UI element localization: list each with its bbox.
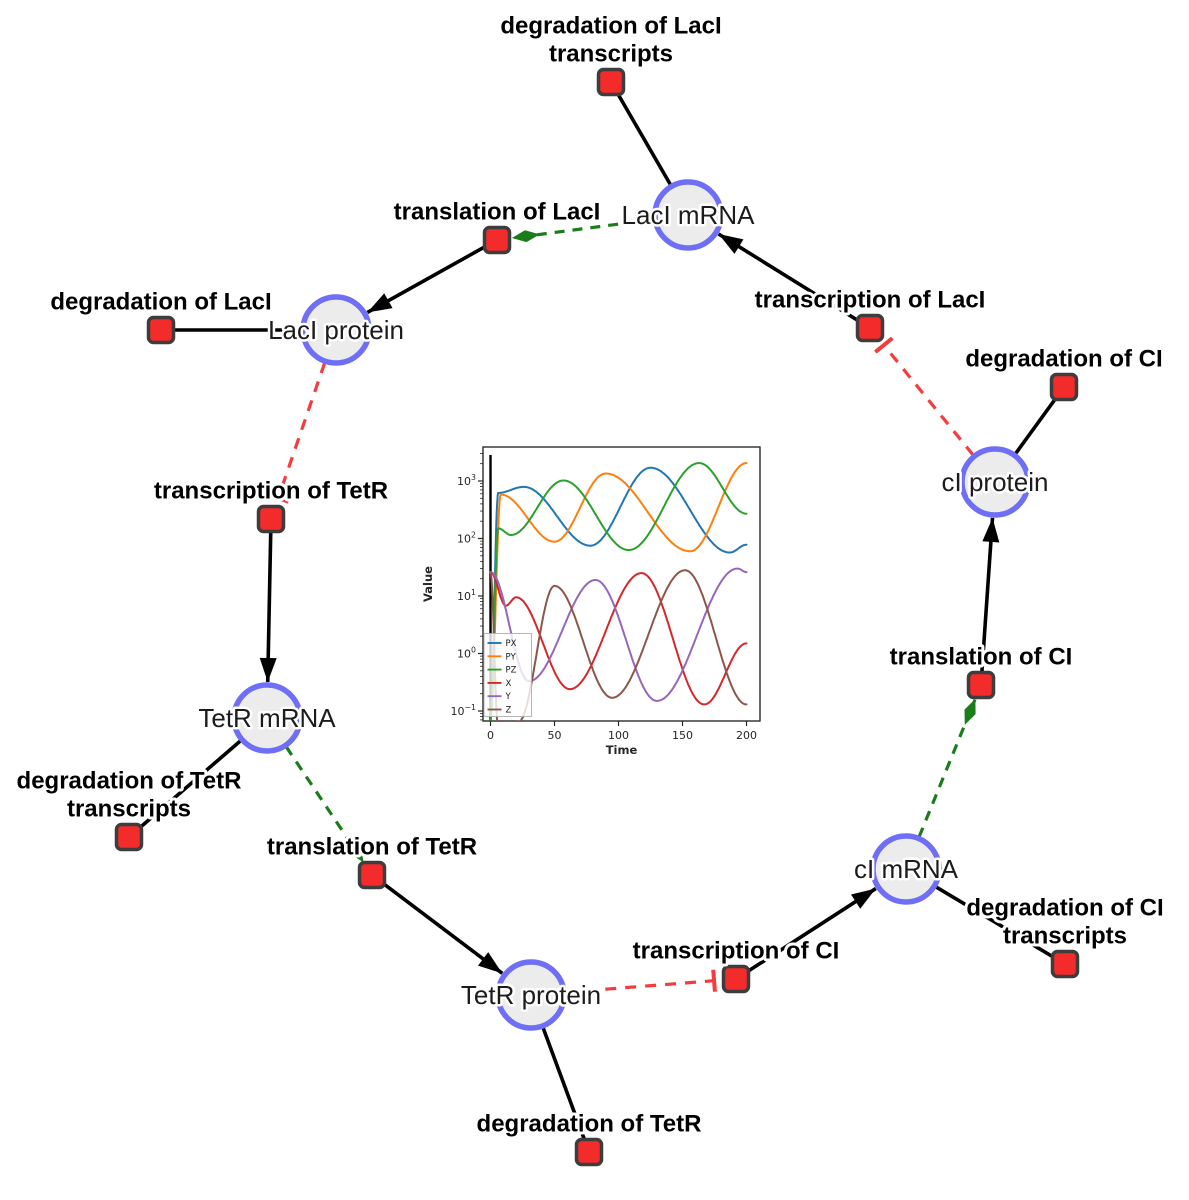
legend-label-PY: PY <box>506 652 517 662</box>
edge-production-transl_laci-laci_protein <box>366 238 498 315</box>
reaction-nodes-layer <box>114 67 1080 1167</box>
reaction-node-deg_laci[interactable] <box>146 315 176 345</box>
x-tick-label: 150 <box>672 729 693 742</box>
reaction-node-deg_ci[interactable] <box>1049 372 1079 402</box>
reaction-node-transl_ci[interactable] <box>966 670 996 700</box>
reaction-label-deg_tetr: degradation of TetR <box>477 1111 702 1138</box>
edges-layer <box>127 81 1066 1153</box>
reaction-node-deg_tetr_tx[interactable] <box>114 822 144 852</box>
x-axis-title: Time <box>606 743 638 757</box>
edge-inhibition-tetr_protein-txn_ci <box>565 969 717 994</box>
species-node-tetr_mrna[interactable] <box>231 682 303 754</box>
reaction-label-txn_laci: transcription of LacI <box>755 287 986 314</box>
series-line-Y <box>489 567 748 702</box>
x-tick-label: 0 <box>487 729 494 742</box>
reaction-label-deg_ci: degradation of CI <box>965 346 1162 373</box>
reaction-node-deg_tetr[interactable] <box>574 1137 604 1167</box>
reaction-node-txn_tetr[interactable] <box>256 504 286 534</box>
species-node-ci_mrna[interactable] <box>870 833 942 905</box>
y-tick-label: 101 <box>457 588 476 603</box>
edge-production-transl_ci-ci_protein <box>979 517 1000 686</box>
reaction-node-deg_ci_tx[interactable] <box>1050 949 1080 979</box>
edge-inhibition-laci_protein-txn_tetr <box>267 362 327 504</box>
edge-consumption-ci_mrna-deg_ci_tx <box>934 885 1066 966</box>
y-tick-label: 103 <box>457 473 476 488</box>
series-line-PY <box>489 462 748 721</box>
edge-consumption-tetr_protein-deg_tetr <box>541 1026 591 1153</box>
reaction-label-deg_laci: degradation of LacI <box>50 289 271 316</box>
x-tick-label: 200 <box>736 729 757 742</box>
reaction-node-deg_laci_tx[interactable] <box>596 67 626 97</box>
series-line-PX <box>489 466 748 721</box>
reaction-label-deg_laci_tx: transcripts <box>549 41 673 68</box>
species-label-tetr_mrna: TetR mRNA <box>198 703 336 733</box>
reaction-label-deg_tetr_tx: transcripts <box>67 796 191 823</box>
reaction-label-deg_laci_tx: degradation of LacI <box>500 13 721 40</box>
species-node-laci_protein[interactable] <box>300 294 372 366</box>
x-tick-label: 100 <box>608 729 629 742</box>
series-line-PZ <box>489 462 748 721</box>
reaction-label-transl_ci: translation of CI <box>890 644 1073 671</box>
legend-label-PX: PX <box>506 639 517 649</box>
legend-box <box>483 633 532 717</box>
species-label-ci_mrna: cI mRNA <box>854 854 959 884</box>
species-label-tetr_protein: TetR protein <box>461 980 601 1010</box>
species-label-ci_protein: cI protein <box>942 467 1049 497</box>
reaction-node-transl_tetr[interactable] <box>357 860 387 890</box>
edge-production-txn_tetr-tetr_mrna <box>259 518 277 683</box>
x-tick-label: 50 <box>548 729 562 742</box>
series-line-X <box>489 571 748 706</box>
legend-label-X: X <box>506 679 512 689</box>
labels-layer: degradation of LacItranscriptstranslatio… <box>14 10 1167 1141</box>
y-tick-label: 10−1 <box>451 703 477 718</box>
edge-inhibition-ci_protein-txn_laci <box>874 336 975 457</box>
species-label-laci_mrna: LacI mRNA <box>622 200 756 230</box>
legend-label-Z: Z <box>506 706 512 716</box>
reaction-label-deg_ci_tx: degradation of CI <box>966 895 1163 922</box>
series-line-Z <box>489 569 748 721</box>
edge-consumption-laci_mrna-deg_laci_tx <box>609 81 673 187</box>
chart-legend: PX PY PZ XYZ <box>483 633 532 717</box>
reaction-label-deg_ci_tx: transcripts <box>1003 923 1127 950</box>
edge-modifier-laci_mrna-transl_laci <box>511 217 654 243</box>
y-tick-label: 102 <box>457 530 476 545</box>
reaction-label-txn_ci: transcription of CI <box>633 938 840 965</box>
reaction-label-transl_laci: translation of LacI <box>394 199 601 226</box>
edge-modifier-ci_mrna-transl_ci <box>917 698 977 838</box>
edge-production-txn_laci-laci_mrna <box>717 232 871 330</box>
species-node-ci_protein[interactable] <box>959 446 1031 518</box>
species-label-laci_protein: LacI protein <box>268 315 404 345</box>
edge-production-txn_ci-ci_mrna <box>735 887 877 981</box>
reaction-label-deg_tetr_tx: degradation of TetR <box>17 768 242 795</box>
reaction-node-transl_laci[interactable] <box>482 225 512 255</box>
species-node-laci_mrna[interactable] <box>652 179 724 251</box>
reaction-label-transl_tetr: translation of TetR <box>267 834 477 861</box>
species-node-tetr_protein[interactable] <box>495 959 567 1031</box>
edge-production-transl_tetr-tetr_protein <box>370 873 504 975</box>
reaction-label-txn_tetr: transcription of TetR <box>154 478 388 505</box>
y-axis-title: Value <box>421 566 435 602</box>
reaction-node-txn_ci[interactable] <box>721 964 751 994</box>
edge-modifier-tetr_mrna-transl_tetr <box>284 745 365 863</box>
species-nodes-layer <box>231 179 1031 1031</box>
edge-consumption-tetr_mrna-deg_tetr_tx <box>127 739 243 839</box>
reaction-node-txn_laci[interactable] <box>855 313 885 343</box>
chart-series-layer <box>489 462 748 721</box>
legend-label-PZ: PZ <box>506 666 517 676</box>
y-tick-label: 100 <box>457 645 476 660</box>
legend-label-Y: Y <box>505 692 512 702</box>
